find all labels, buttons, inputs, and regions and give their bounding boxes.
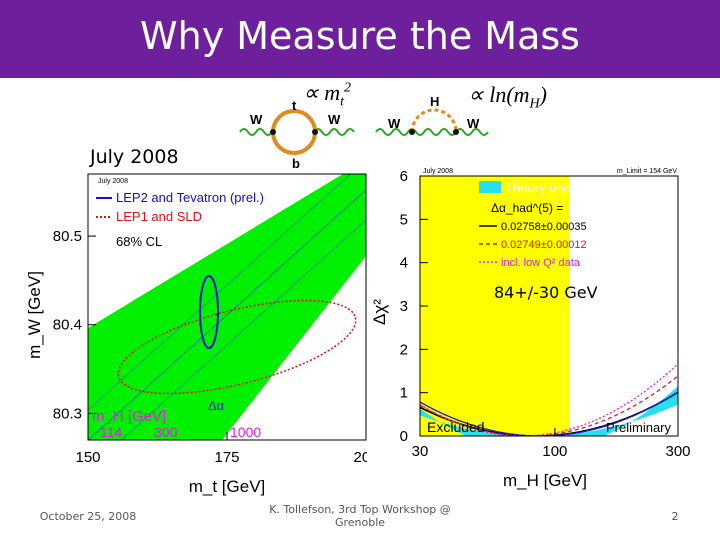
- footer-center-line1: K. Tollefson, 3rd Top Workshop @: [269, 503, 451, 516]
- top-mass-formula: ∝ mt2: [303, 80, 351, 110]
- b-label: b: [292, 156, 300, 171]
- delta-chi2-chart: 30 100 300 0 1 2 3 4 5 6 July 2008 m_Limit = 154 …: [370, 168, 691, 490]
- higgs-w-right-label: W: [467, 116, 480, 131]
- left-axes: 150 175 200 80.3 80.4 80.5: [53, 228, 367, 466]
- left-xtick-label-0: 150: [75, 449, 100, 466]
- slide-title: Why Measure the Mass: [140, 14, 580, 58]
- right-ytick-label-6: 6: [400, 168, 408, 185]
- legend-entry-3: incl. low Q² data: [501, 257, 581, 269]
- left-chart-header: July 2008: [98, 178, 128, 185]
- left-ytick-label-1: 80.4: [53, 317, 82, 334]
- preliminary-label: Preliminary: [606, 420, 672, 435]
- excluded-region: [420, 176, 570, 436]
- left-ytick-label-2: 80.5: [53, 228, 82, 245]
- theory-uncertainty-label: Theory uncertainty: [505, 180, 613, 195]
- legend-68cl: 68% CL: [116, 234, 162, 249]
- chi2-curve-magenta: [420, 363, 678, 436]
- legend-entry-1: 0.02758±0.00035: [501, 221, 587, 233]
- right-xlabel: m_H [GeV]: [503, 471, 587, 490]
- higgs-loop-diagram: W W H: [375, 94, 489, 136]
- right-chart-header-right: m_Limit = 154 GeV: [617, 168, 677, 175]
- h-label: H: [430, 94, 439, 109]
- legend-entry-2: 0.02749±0.00012: [501, 239, 587, 251]
- legend-lep2-tevatron: LEP2 and Tevatron (prel.): [116, 190, 264, 205]
- higgs-tick-114: 114: [100, 424, 123, 440]
- right-ytick-label-3: 3: [400, 298, 408, 315]
- footer-center-line2: Grenoble: [334, 516, 386, 529]
- footer-center: K. Tollefson, 3rd Top Workshop @ Grenobl…: [256, 503, 464, 529]
- left-ytick-label-0: 80.3: [53, 405, 82, 422]
- higgs-w-left-label: W: [388, 116, 401, 131]
- right-chart-header-left: July 2008: [423, 168, 453, 175]
- delta-alpha-had-label: Δα_had^(5) =: [491, 201, 563, 215]
- right-ytick-label-4: 4: [400, 255, 408, 272]
- t-label: t: [292, 98, 297, 113]
- higgs-mass-formula: ∝ ln(mH): [468, 82, 547, 112]
- page-number: 2: [671, 510, 679, 523]
- higgs-tick-1000: 1000: [230, 424, 261, 440]
- right-xtick-label-0: 30: [412, 443, 429, 460]
- top-bottom-loop-diagram: W W t b: [239, 98, 355, 171]
- right-ytick-label-0: 0: [400, 428, 408, 445]
- left-xtick-label-1: 175: [214, 449, 239, 466]
- higgs-mass-band: [88, 174, 366, 440]
- right-xtick-label-1: 100: [542, 443, 567, 460]
- best-fit-annotation: 84+/-30 GeV: [494, 283, 598, 302]
- right-ylabel: Δχ²: [370, 299, 389, 325]
- lep1-sld-ellipse: [117, 299, 357, 395]
- right-xtick-label-2: 300: [665, 443, 690, 460]
- right-ytick-label-1: 1: [400, 385, 408, 402]
- chi2-curve-red: [420, 375, 678, 436]
- footer-date: October 25, 2008: [39, 510, 137, 523]
- higgs-tick-300: 300: [154, 424, 178, 440]
- left-xlabel: m_t [GeV]: [189, 477, 266, 496]
- w-left-label: W: [250, 112, 263, 127]
- legend-lep1-sld: LEP1 and SLD: [116, 209, 202, 224]
- title-bar: [0, 0, 720, 78]
- mw-vs-mt-chart: 150 175 200 80.3 80.4 80.5 July 2008 LEP2 and…: [25, 173, 367, 496]
- right-ytick-label-2: 2: [400, 341, 408, 358]
- left-ylabel: m_W [GeV]: [25, 271, 44, 359]
- july-2008-label: July 2008: [90, 146, 179, 168]
- right-ytick-label-5: 5: [400, 211, 408, 228]
- left-xtick-label-2: 200: [353, 449, 367, 466]
- w-right-label: W: [328, 112, 341, 127]
- right-axes: 30 100 300 0 1 2 3 4 5 6: [400, 168, 691, 460]
- lep2-tevatron-ellipse: [199, 275, 219, 349]
- delta-alpha-label: Δα: [208, 398, 225, 413]
- higgs-mass-label: m_H [GeV]: [92, 408, 166, 425]
- excluded-label: Excluded: [427, 419, 485, 435]
